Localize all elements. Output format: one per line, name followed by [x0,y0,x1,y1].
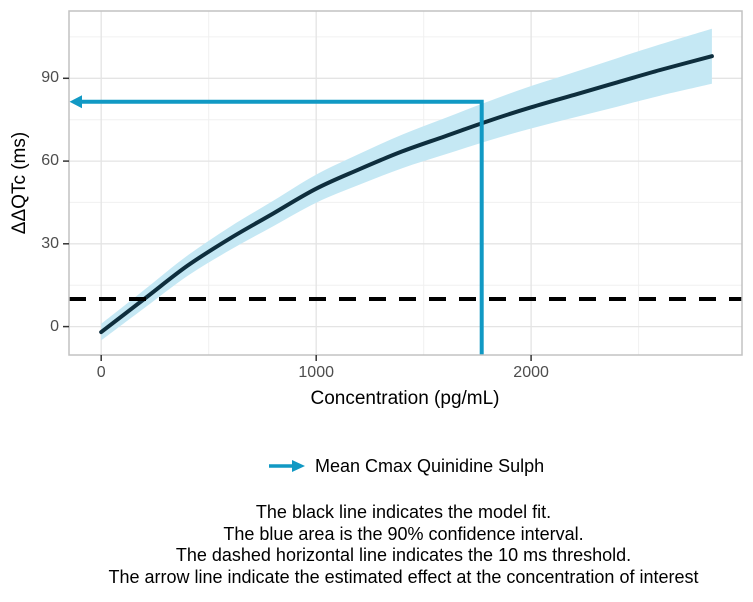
y-tick-label: 30 [41,234,59,252]
caption-line-2: The blue area is the 90% confidence inte… [223,523,584,544]
x-axis-title: Concentration (pg/mL) [310,388,500,409]
caption-line-3: The dashed horizontal line indicates the… [175,545,632,566]
legend-arrow-icon [269,460,305,472]
caption-line-4: The arrow line indicate the estimated ef… [108,567,699,588]
y-tick-label: 60 [41,152,59,170]
y-tick-label: 0 [50,317,59,335]
x-tick-label: 2000 [513,364,549,381]
legend-label: Mean Cmax Quinidine Sulph [315,456,545,476]
figure-caption: The black line indicates the model fit. … [50,502,753,589]
x-tick-label: 0 [96,364,106,381]
chart-plot-area [63,10,743,361]
y-axis-title: ΔΔQTc (ms) [9,131,30,235]
y-tick-label: 90 [41,69,59,87]
caption-line-1: The black line indicates the model fit. [255,502,552,522]
legend: Mean Cmax Quinidine Sulph [267,455,544,477]
x-tick-label: 1000 [298,364,334,381]
